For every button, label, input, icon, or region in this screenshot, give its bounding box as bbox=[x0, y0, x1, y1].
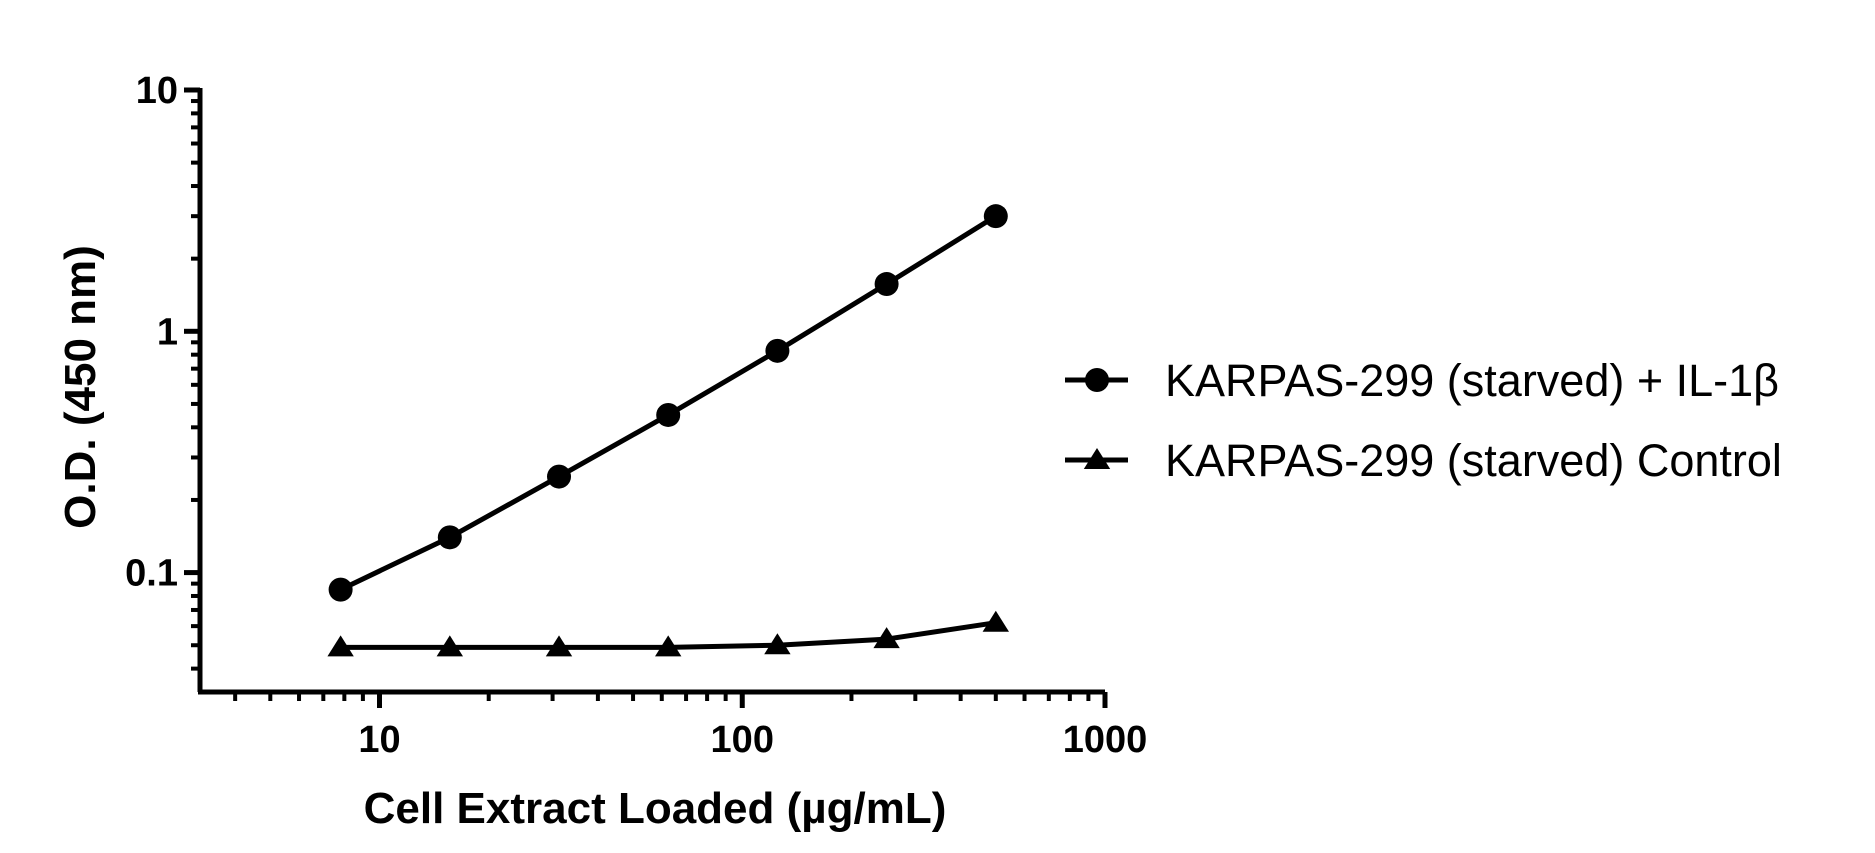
series-1 bbox=[328, 204, 1008, 602]
series-layer bbox=[327, 204, 1010, 657]
data-point bbox=[437, 525, 462, 550]
data-point bbox=[765, 338, 790, 363]
data-point bbox=[874, 272, 899, 297]
data-point bbox=[545, 635, 573, 657]
y-axis-title: O.D. (450 nm) bbox=[56, 245, 105, 529]
data-point bbox=[983, 204, 1008, 229]
y-tick-label: 0.1 bbox=[125, 553, 178, 595]
data-point bbox=[547, 464, 572, 489]
series-2 bbox=[327, 610, 1010, 657]
x-tick-label: 1000 bbox=[1063, 719, 1148, 761]
y-tick-label: 10 bbox=[136, 70, 178, 112]
data-point bbox=[328, 577, 353, 602]
y-tick-label: 1 bbox=[157, 311, 178, 353]
x-axis-title: Cell Extract Loaded (µg/mL) bbox=[364, 784, 947, 833]
legend-marker bbox=[1083, 448, 1111, 469]
data-point bbox=[436, 635, 464, 657]
data-point bbox=[982, 610, 1010, 632]
data-point bbox=[655, 635, 682, 657]
data-point bbox=[764, 633, 791, 655]
data-point bbox=[656, 402, 681, 427]
legend-entry: KARPAS-299 (starved) Control bbox=[1065, 435, 1782, 486]
legend-label: KARPAS-299 (starved) Control bbox=[1165, 435, 1782, 486]
x-tick-label: 100 bbox=[711, 719, 774, 761]
axes: 0.1 1 10 10 100 1000 bbox=[125, 70, 1147, 761]
x-tick-label: 10 bbox=[358, 719, 400, 761]
legend: KARPAS-299 (starved) + IL-1β KARPAS-299 (… bbox=[1065, 355, 1782, 486]
data-point bbox=[873, 627, 900, 649]
data-point bbox=[327, 635, 354, 657]
legend-marker bbox=[1085, 368, 1109, 392]
legend-entry: KARPAS-299 (starved) + IL-1β bbox=[1065, 355, 1779, 406]
legend-label: KARPAS-299 (starved) + IL-1β bbox=[1165, 355, 1779, 406]
